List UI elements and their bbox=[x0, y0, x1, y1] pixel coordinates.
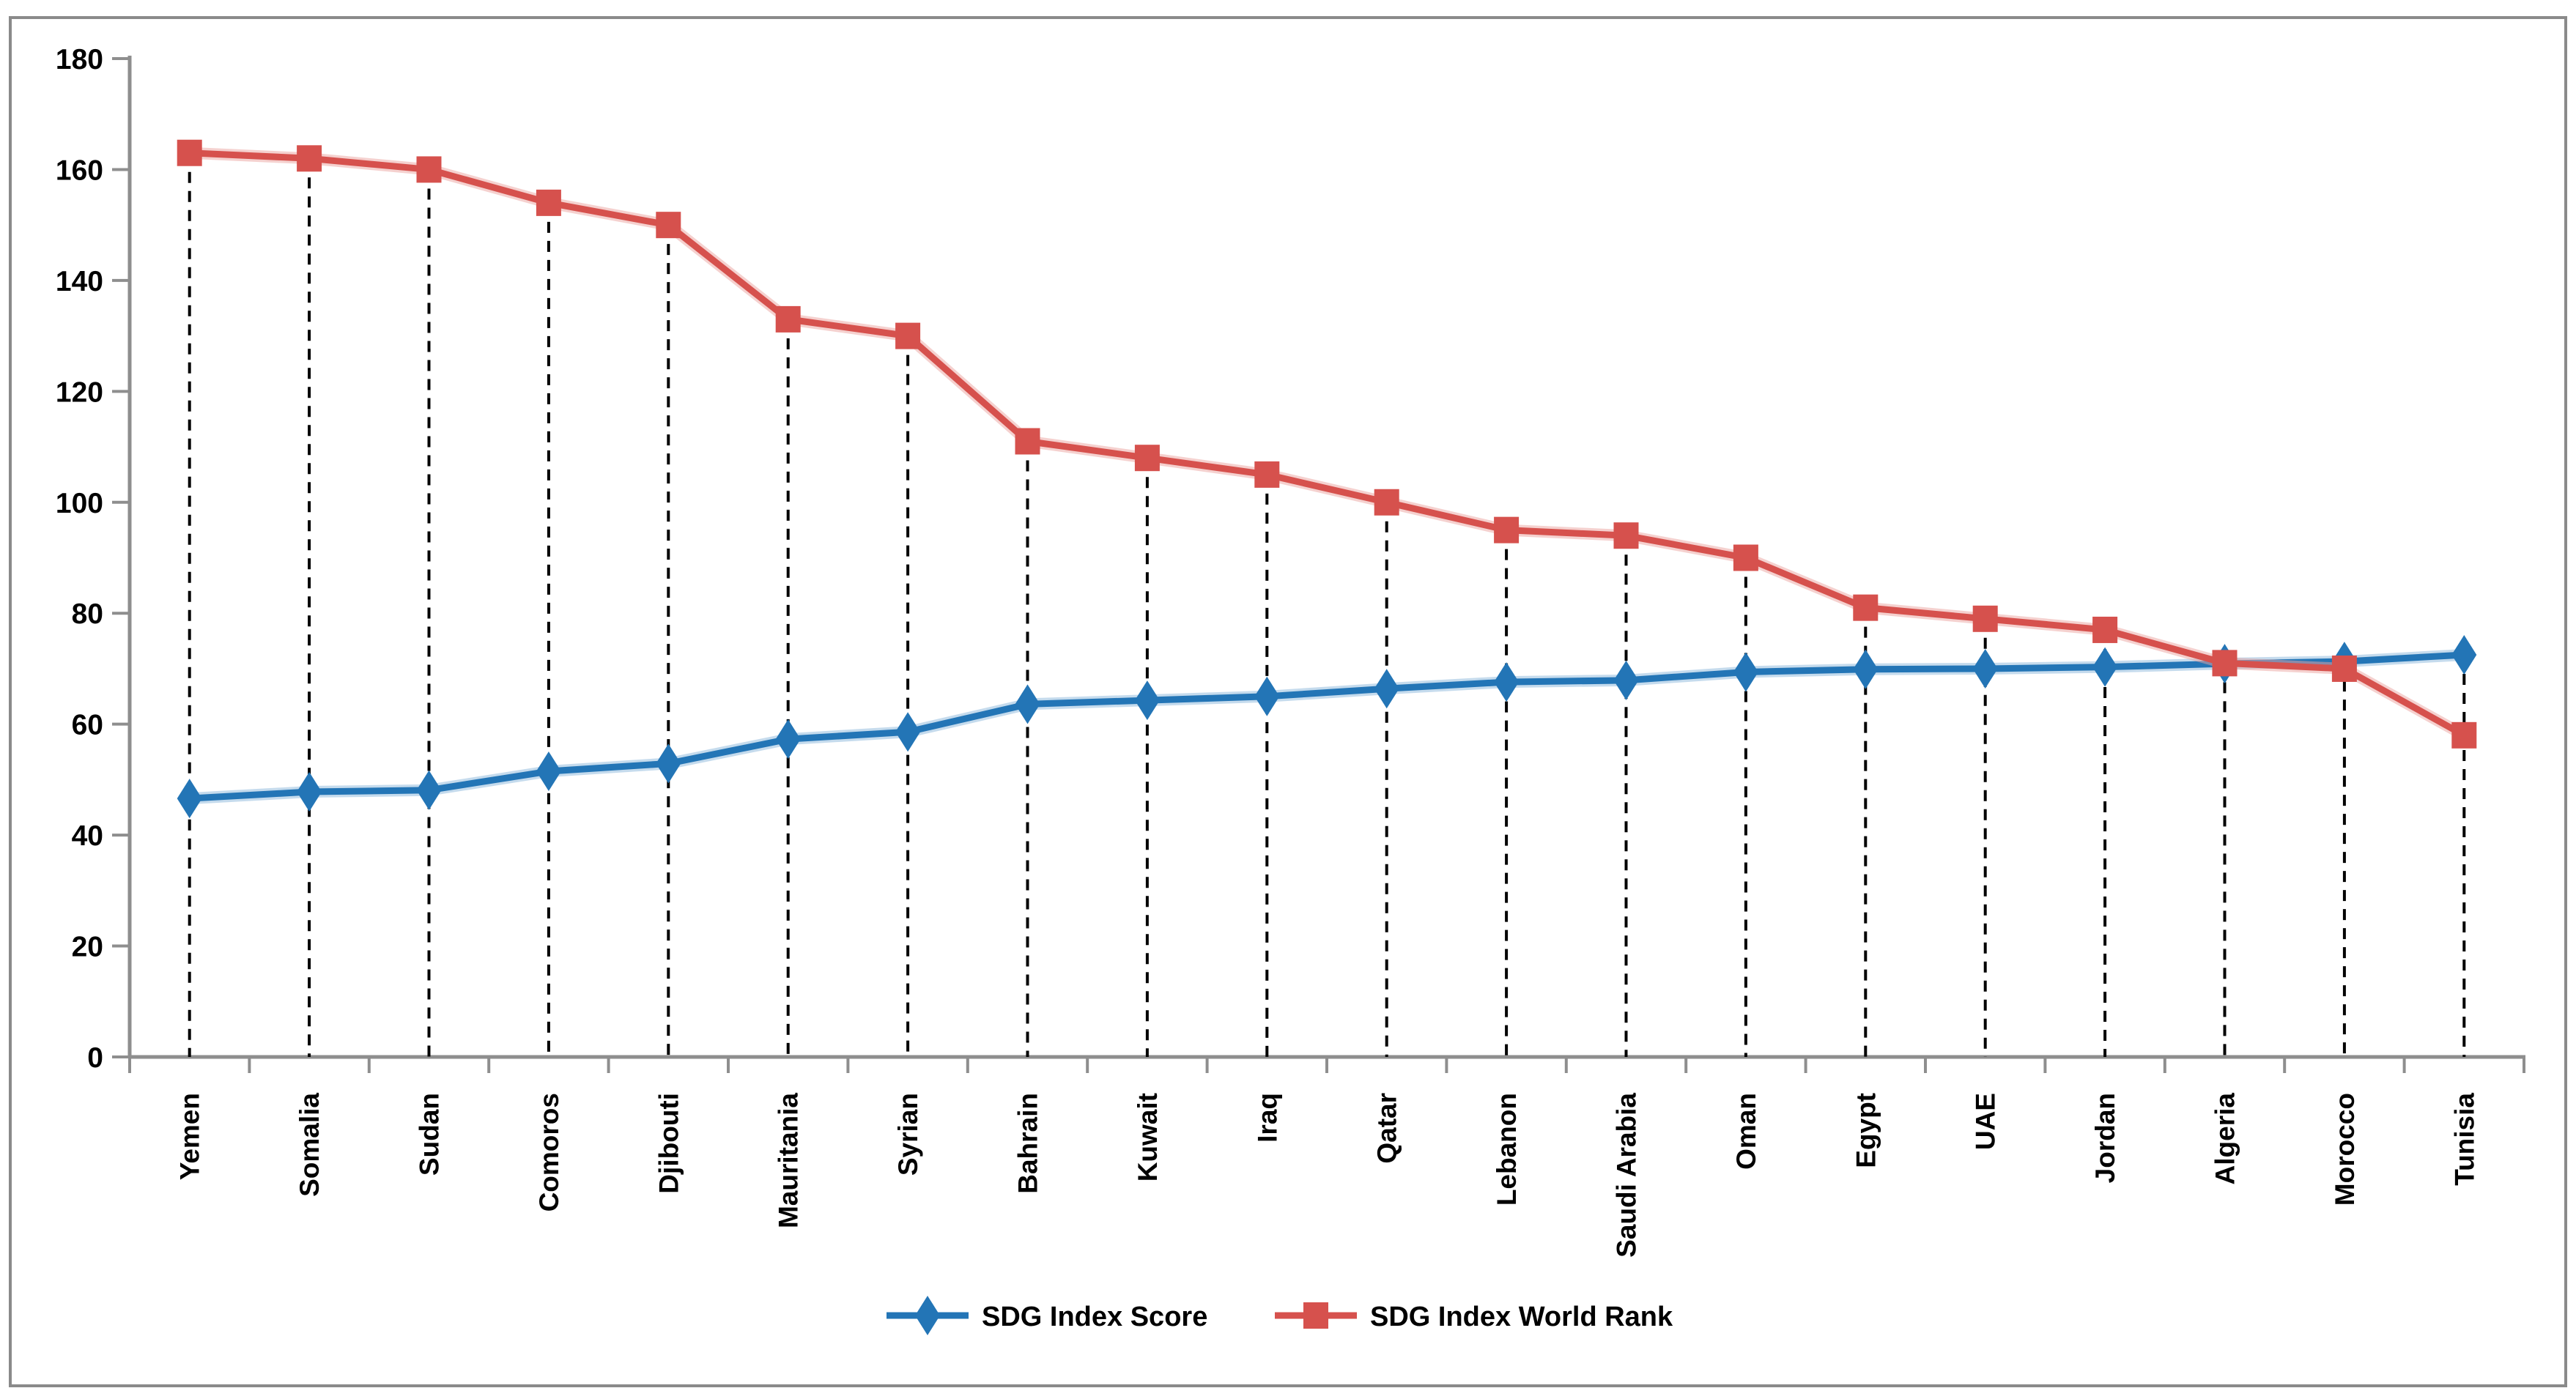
marker-diamond-bahrain bbox=[1015, 684, 1040, 724]
marker-square-saudi-arabia bbox=[1613, 522, 1639, 549]
marker-diamond-saudi-arabia bbox=[1613, 660, 1639, 700]
marker-square-comoros bbox=[536, 189, 561, 216]
marker-square-kuwait bbox=[1134, 445, 1160, 472]
marker-diamond-comoros bbox=[536, 752, 561, 792]
x-axis-label-algeria: Algeria bbox=[2210, 1093, 2240, 1185]
x-axis-label-morocco: Morocco bbox=[2330, 1093, 2360, 1206]
marker-square-iraq bbox=[1254, 461, 1280, 488]
marker-square-somalia bbox=[297, 145, 322, 172]
y-axis-tick-label: 100 bbox=[56, 488, 103, 519]
x-axis-label-tunisia: Tunisia bbox=[2449, 1093, 2479, 1186]
x-axis-label-mauritania: Mauritania bbox=[774, 1093, 804, 1228]
y-axis-tick-label: 180 bbox=[56, 44, 103, 75]
marker-square-qatar bbox=[1374, 489, 1399, 516]
marker-diamond-somalia bbox=[297, 772, 322, 812]
x-axis-label-saudi-arabia: Saudi Arabia bbox=[1612, 1093, 1642, 1258]
y-axis-tick-label: 60 bbox=[72, 710, 103, 741]
marker-square-bahrain bbox=[1015, 428, 1040, 455]
marker-diamond-yemen bbox=[177, 779, 202, 819]
marker-square-djibouti bbox=[656, 212, 681, 239]
x-axis-label-sudan: Sudan bbox=[415, 1093, 445, 1176]
series-line-0 bbox=[189, 651, 2465, 802]
y-axis-tick-label: 20 bbox=[72, 932, 103, 963]
marker-diamond-lebanon bbox=[1494, 662, 1520, 702]
legend-marker-0 bbox=[915, 1296, 940, 1335]
marker-square-morocco bbox=[2331, 655, 2357, 682]
marker-square-lebanon bbox=[1494, 516, 1520, 543]
marker-square-yemen bbox=[177, 139, 202, 166]
marker-square-sudan bbox=[416, 156, 442, 183]
x-axis-label-djibouti: Djibouti bbox=[654, 1093, 684, 1194]
x-axis-label-comoros: Comoros bbox=[534, 1093, 564, 1211]
marker-square-algeria bbox=[2212, 650, 2238, 677]
legend-label-1: SDG Index World Rank bbox=[1370, 1302, 1673, 1332]
series-line-1 bbox=[189, 149, 2466, 738]
x-axis-label-egypt: Egypt bbox=[1851, 1093, 1881, 1168]
chart-border bbox=[9, 16, 2567, 1387]
x-axis-label-kuwait: Kuwait bbox=[1133, 1093, 1163, 1181]
marker-diamond-iraq bbox=[1254, 676, 1280, 716]
marker-diamond-mauritania bbox=[775, 719, 801, 760]
legend-label-0: SDG Index Score bbox=[982, 1302, 1207, 1332]
marker-diamond-oman bbox=[1733, 652, 1758, 692]
marker-diamond-uae bbox=[1972, 648, 1998, 689]
x-axis-label-jordan: Jordan bbox=[2090, 1093, 2120, 1183]
marker-diamond-jordan bbox=[2092, 647, 2118, 687]
y-axis-tick-label: 140 bbox=[56, 266, 103, 297]
x-axis-label-qatar: Qatar bbox=[1372, 1093, 1402, 1164]
y-axis-tick-label: 160 bbox=[56, 155, 103, 186]
marker-square-mauritania bbox=[775, 305, 801, 333]
y-axis-tick-label: 80 bbox=[72, 598, 103, 630]
y-axis-tick-label: 120 bbox=[56, 376, 103, 408]
marker-square-oman bbox=[1733, 544, 1758, 571]
marker-diamond-sudan bbox=[416, 770, 442, 810]
x-axis-label-uae: UAE bbox=[1971, 1093, 2001, 1150]
marker-square-tunisia bbox=[2451, 721, 2477, 749]
series-line-halo-1 bbox=[189, 146, 2468, 741]
marker-diamond-tunisia bbox=[2451, 635, 2477, 675]
marker-diamond-djibouti bbox=[656, 743, 681, 784]
marker-diamond-egypt bbox=[1853, 649, 1879, 689]
x-axis-label-somalia: Somalia bbox=[295, 1093, 325, 1197]
marker-square-egypt bbox=[1853, 594, 1879, 621]
x-axis-label-oman: Oman bbox=[1731, 1093, 1761, 1170]
x-axis-label-yemen: Yemen bbox=[175, 1093, 205, 1180]
marker-diamond-qatar bbox=[1374, 669, 1399, 709]
marker-diamond-syrian bbox=[895, 712, 921, 752]
marker-square-jordan bbox=[2092, 616, 2118, 643]
legend-marker-1 bbox=[1303, 1302, 1328, 1329]
x-axis-label-lebanon: Lebanon bbox=[1492, 1093, 1522, 1206]
x-axis-label-iraq: Iraq bbox=[1252, 1093, 1282, 1143]
marker-square-syrian bbox=[895, 322, 921, 349]
y-axis-tick-label: 0 bbox=[87, 1042, 103, 1074]
marker-diamond-kuwait bbox=[1134, 680, 1160, 721]
marker-square-uae bbox=[1972, 605, 1998, 632]
x-axis-label-bahrain: Bahrain bbox=[1013, 1093, 1043, 1194]
y-axis-tick-label: 40 bbox=[72, 820, 103, 852]
x-axis-label-syrian: Syrian bbox=[893, 1093, 923, 1176]
